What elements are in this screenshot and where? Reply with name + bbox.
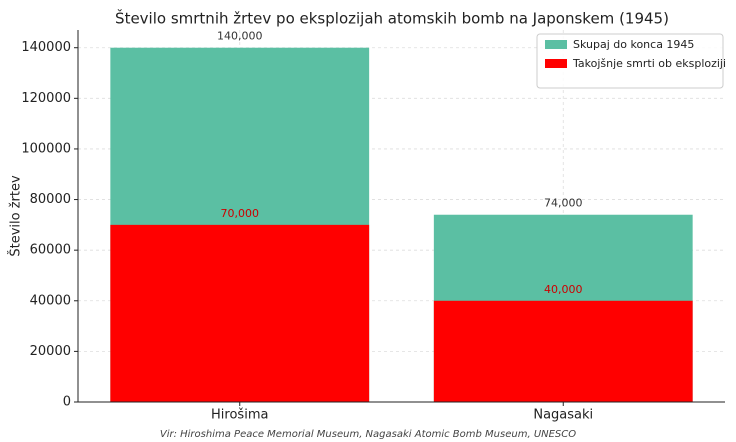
data-label: 74,000 [544, 197, 583, 210]
bar [110, 224, 370, 402]
bar [433, 300, 693, 402]
y-axis-label: Število žrtev [8, 175, 24, 257]
y-tick-label: 40000 [30, 293, 71, 308]
data-label: 140,000 [217, 30, 263, 43]
y-tick-label: 20000 [30, 344, 71, 359]
y-tick-label: 100000 [21, 141, 71, 156]
chart-title: Število smrtnih žrtev po eksplozijah ato… [115, 9, 669, 28]
y-tick-label: 140000 [21, 40, 71, 55]
source-note: Vir: Hiroshima Peace Memorial Museum, Na… [160, 429, 576, 440]
legend-swatch [545, 40, 567, 49]
legend-label: Skupaj do konca 1945 [573, 38, 694, 51]
legend-swatch [545, 59, 567, 68]
y-tick-label: 120000 [21, 91, 71, 106]
y-tick-label: 0 [63, 395, 71, 410]
y-tick-label: 60000 [30, 243, 71, 258]
data-label: 40,000 [544, 283, 583, 296]
y-tick-label: 80000 [30, 192, 71, 207]
legend-label: Takojšnje smrti ob eksploziji [572, 57, 726, 70]
x-tick-label: Hirošima [211, 408, 268, 423]
data-label: 70,000 [221, 207, 260, 220]
legend-box [536, 33, 724, 89]
x-tick-label: Nagasaki [533, 408, 593, 423]
legend: Skupaj do konca 1945 Takojšnje smrti ob e… [536, 33, 726, 89]
